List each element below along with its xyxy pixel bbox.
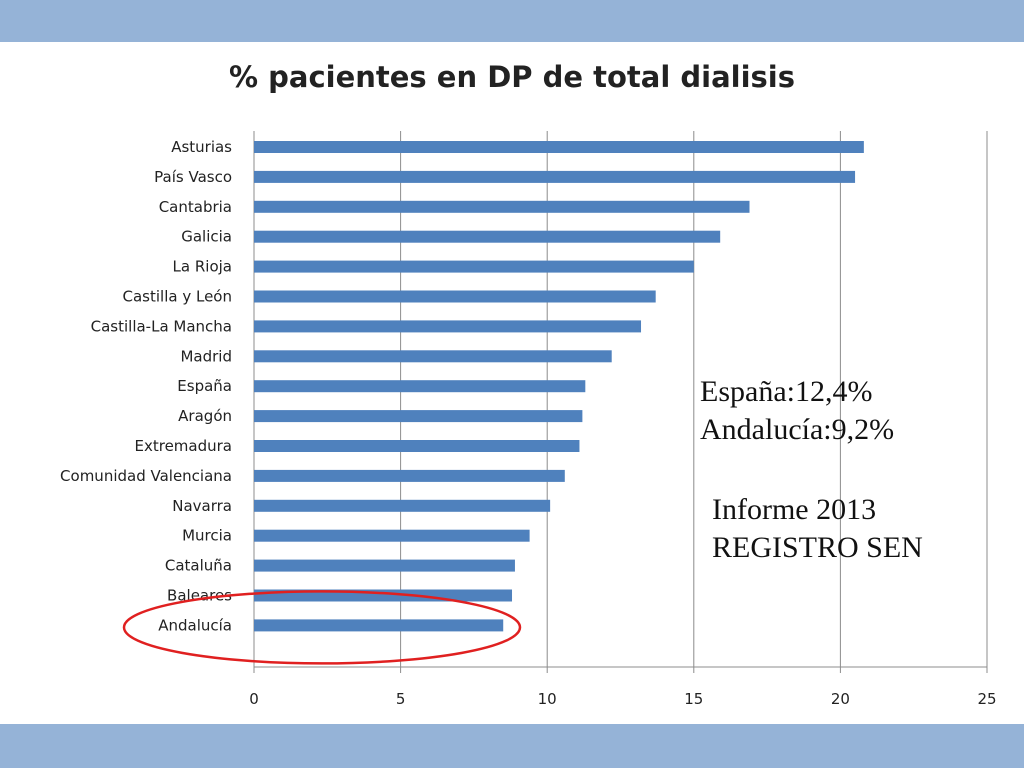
bottom-band [0,724,1024,768]
x-tick-label-25: 25 [977,690,996,708]
informe-label: Informe 2013 [712,493,877,526]
highlight-ellipse [122,590,522,665]
registro-label: REGISTRO SEN [712,531,923,564]
bar-9 [254,410,583,423]
bar-7 [254,350,612,363]
x-tick-label-10: 10 [538,690,557,708]
category-label-0: Asturias [171,138,232,156]
category-label-16: Andalucía [158,616,232,634]
top-band [0,0,1024,42]
category-label-14: Cataluña [165,557,232,575]
bar-16 [254,619,504,632]
category-label-3: Galicia [181,228,232,246]
bar-4 [254,260,694,273]
bar-5 [254,290,656,303]
category-label-7: Madrid [180,347,232,365]
slide-title: % pacientes en DP de total dialisis [228,60,796,94]
x-tick-label-15: 15 [684,690,703,708]
source-note: Informe 2013 REGISTRO SEN [712,491,923,567]
x-tick-label-5: 5 [396,690,406,708]
national-stats-note: España:12,4% Andalucía:9,2% [700,373,894,449]
bar-11 [254,469,565,482]
bar-13 [254,529,530,542]
category-label-10: Extremadura [135,437,233,455]
category-label-1: País Vasco [154,168,232,186]
bar-1 [254,170,856,183]
category-label-11: Comunidad Valenciana [60,467,232,485]
category-label-4: La Rioja [173,258,232,276]
highlight-layer [122,590,522,665]
bar-2 [254,200,750,213]
category-label-13: Murcia [182,527,232,545]
category-labels: Asturias País Vasco Cantabria Galicia La Rio… [60,138,232,634]
category-label-5: Castilla y León [123,288,232,306]
chart-bars [254,141,864,632]
category-label-15: Baleares [167,587,232,605]
x-tick-label-20: 20 [831,690,850,708]
category-label-9: Aragón [178,407,232,425]
espana-stat: España:12,4% [700,375,873,408]
bar-0 [254,141,864,153]
bar-14 [254,559,515,572]
bar-3 [254,230,721,243]
bar-12 [254,499,551,512]
chart-grid [253,131,988,673]
category-label-12: Navarra [172,497,232,515]
x-tick-label-0: 0 [249,690,259,708]
category-label-2: Cantabria [159,198,232,216]
bar-10 [254,440,580,452]
x-tick-labels: 0 5 10 15 20 25 [249,690,996,708]
andalucia-stat: Andalucía:9,2% [700,413,895,446]
bar-8 [254,380,586,393]
bar-6 [254,320,642,333]
category-label-6: Castilla-La Mancha [91,317,232,335]
category-label-8: España [177,377,232,395]
